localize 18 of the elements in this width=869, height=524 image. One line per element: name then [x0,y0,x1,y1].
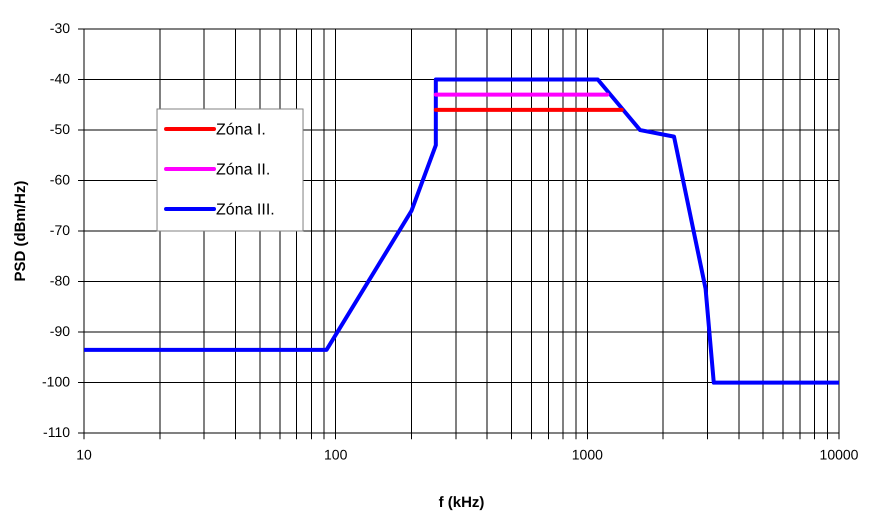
x-tick-label: 1000 [572,446,604,462]
y-tick-label: -70 [50,222,70,238]
y-tick-label: -80 [50,272,70,288]
y-tick-label: -100 [42,374,70,390]
y-tick-label: -90 [50,323,70,340]
y-tick-label: -30 [50,20,70,36]
x-tick-label: 10000 [820,446,859,462]
x-axis-title: f (kHz) [438,494,484,512]
y-tick-label: -60 [50,171,70,188]
y-tick-label: -50 [50,120,70,137]
y-tick-label: -40 [50,70,70,86]
y-tick-label: -110 [43,424,70,440]
legend-label: Zóna II. [216,161,270,178]
x-tick-label: 100 [324,446,348,462]
legend-label: Zóna III. [216,201,275,218]
y-axis-title: PSD (dBm/Hz) [12,180,30,282]
legend-label: Zóna I. [216,121,266,138]
x-tick-label: 10 [76,446,92,462]
